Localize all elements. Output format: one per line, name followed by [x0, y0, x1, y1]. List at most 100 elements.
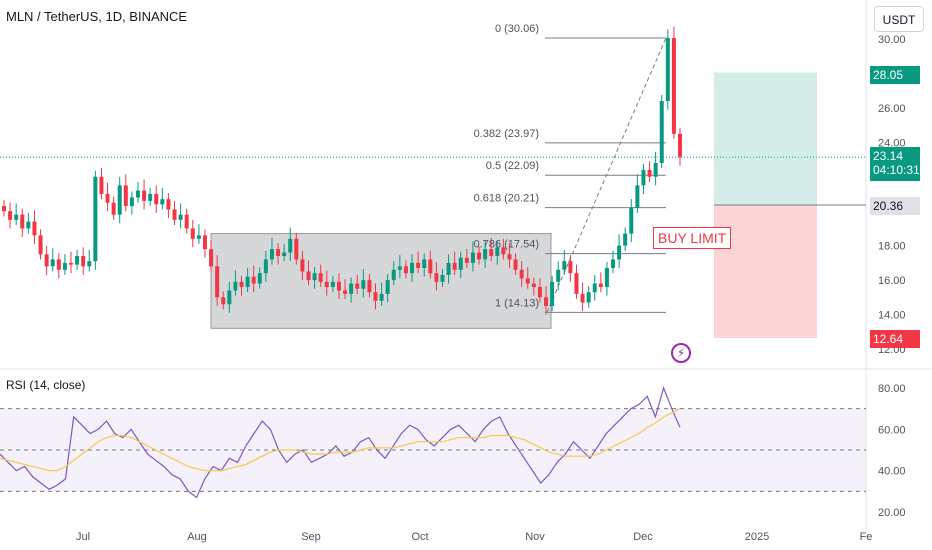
candle-body: [440, 274, 445, 282]
candle-body: [142, 190, 147, 201]
time-axis-tick: Fe: [860, 531, 873, 543]
rsi-ma-line: [0, 408, 681, 472]
chart-title: MLN / TetherUS, 1D, BINANCE: [6, 9, 188, 24]
candle-body: [653, 163, 658, 177]
candle-body: [403, 266, 408, 274]
candle-body: [586, 292, 591, 303]
candle-body: [507, 254, 512, 260]
candle-body: [44, 254, 49, 267]
candle-body: [604, 268, 609, 287]
candle-body: [556, 269, 561, 282]
candle-body: [257, 273, 262, 284]
candle-body: [81, 256, 86, 267]
candle-body: [129, 197, 134, 207]
flash-icon[interactable]: ⚡: [671, 343, 691, 363]
candle-body: [422, 259, 427, 269]
time-axis-tick: Aug: [187, 531, 207, 543]
fib-level-label: 0.382 (23.97): [474, 128, 539, 140]
candle-body: [196, 235, 201, 239]
candle-body: [397, 266, 402, 270]
candle-body: [446, 262, 451, 275]
candle-body: [550, 281, 555, 306]
candle-body: [172, 209, 177, 220]
candle-body: [525, 278, 530, 284]
fib-level-label: 0.618 (20.21): [474, 193, 539, 205]
candle-body: [665, 37, 670, 101]
price-axis-tick: 18.00: [878, 241, 906, 253]
candle-body: [221, 297, 226, 305]
candle-body: [489, 249, 494, 256]
price-axis-tick: 16.00: [878, 275, 906, 287]
time-axis-tick: Oct: [411, 531, 428, 543]
candle-body: [239, 281, 244, 287]
candle-body: [93, 176, 98, 262]
candle-body: [68, 262, 73, 265]
currency-button[interactable]: USDT: [874, 6, 924, 32]
candle-body: [99, 176, 104, 194]
candle-body: [282, 252, 287, 256]
candle-body: [184, 214, 189, 229]
candle-body: [671, 37, 676, 134]
candle-body: [166, 199, 171, 210]
candle-body: [105, 194, 110, 203]
candle-body: [294, 238, 299, 260]
candle-body: [202, 235, 207, 250]
candle-body: [20, 214, 25, 229]
time-axis-tick: Sep: [301, 531, 321, 543]
price-axis-tick: 30.00: [878, 34, 906, 46]
candle-body: [647, 169, 652, 177]
candle-body: [659, 101, 664, 163]
candle-body: [227, 290, 232, 305]
time-axis-tick: Nov: [525, 531, 545, 543]
range-box: [210, 233, 552, 329]
candle-body: [336, 281, 341, 291]
candle-body: [617, 245, 622, 260]
candle-body: [519, 269, 524, 279]
fib-level-label: 1 (14.13): [495, 297, 539, 309]
candle-body: [410, 262, 415, 274]
candle-body: [8, 211, 13, 220]
candle-body: [233, 281, 238, 291]
candle-body: [111, 202, 116, 215]
candle-body: [154, 194, 159, 205]
candle-body: [611, 259, 616, 269]
candle-body: [269, 249, 274, 260]
candle-body: [135, 190, 140, 198]
candle-body: [537, 287, 542, 298]
price-axis-tick: 14.00: [878, 310, 906, 322]
rsi-line: [0, 386, 681, 499]
candle-body: [343, 290, 348, 294]
candle-body: [300, 259, 305, 272]
candle-body: [464, 257, 469, 263]
buy-limit-label[interactable]: BUY LIMIT: [653, 227, 732, 249]
candle-body: [148, 194, 153, 201]
candle-body: [513, 259, 518, 270]
candle-body: [318, 273, 323, 282]
candle-body: [190, 228, 195, 239]
candle-body: [531, 283, 536, 287]
rsi-label: RSI (14, close): [6, 378, 86, 392]
candle-body: [2, 206, 6, 212]
candle-body: [306, 271, 311, 281]
candle-body: [477, 252, 482, 260]
candle-body: [562, 261, 567, 270]
candle-body: [215, 266, 220, 298]
candle-body: [50, 259, 55, 267]
candle-body: [495, 247, 500, 256]
candle-body: [416, 262, 421, 269]
candle-body: [62, 262, 67, 270]
candle-body: [544, 297, 549, 306]
candle-body: [26, 221, 31, 229]
candle-body: [87, 261, 92, 267]
candle-body: [361, 280, 366, 289]
candle-body: [385, 280, 390, 294]
candle-body: [574, 273, 579, 294]
fib-trend-line: [546, 37, 667, 313]
candle-body: [123, 185, 128, 207]
price-axis-tick: 26.00: [878, 103, 906, 115]
candle-body: [349, 283, 354, 294]
candle-body: [428, 259, 433, 274]
candle-body: [38, 235, 43, 255]
candle-body: [251, 276, 256, 284]
